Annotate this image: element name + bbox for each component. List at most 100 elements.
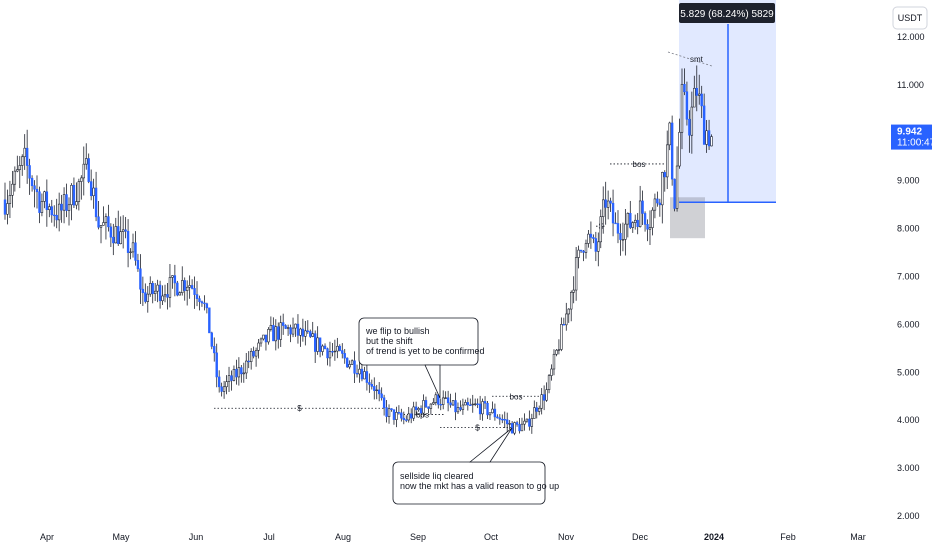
candle-body — [555, 349, 558, 355]
candle-body — [439, 403, 442, 406]
candle-body — [557, 349, 561, 351]
candle-body — [215, 352, 218, 378]
candle-body — [496, 416, 499, 419]
annotation-pointer-liq — [468, 427, 513, 463]
x-tick-label: Jul — [263, 532, 275, 542]
candle-body — [377, 389, 381, 395]
x-tick-label: Aug — [335, 532, 351, 542]
candle-body — [163, 294, 167, 297]
candle-body — [193, 288, 196, 295]
candle-body — [50, 206, 53, 216]
candle-body — [230, 375, 233, 381]
candle-body — [491, 408, 494, 414]
candle-body — [166, 294, 169, 298]
candle-body — [124, 229, 127, 232]
candle-body — [190, 285, 194, 289]
candle-body — [392, 409, 396, 420]
candle-body — [205, 303, 209, 309]
candle-body — [146, 293, 149, 302]
candle-body — [670, 122, 674, 180]
candle-body — [424, 400, 428, 408]
candle-body — [552, 353, 556, 370]
candle-body — [427, 406, 430, 409]
candle-body — [38, 191, 41, 213]
candle-body — [70, 184, 73, 206]
candle-body — [72, 184, 76, 206]
candle-body — [520, 423, 524, 432]
candle-body — [464, 402, 467, 406]
candle-body — [360, 368, 364, 380]
candle-body — [690, 106, 694, 136]
level-label: bos — [416, 410, 429, 419]
x-tick-label: Apr — [40, 532, 54, 542]
candle-body — [365, 371, 369, 383]
candle-body — [92, 187, 95, 197]
candle-body — [442, 397, 445, 405]
candle-body — [112, 236, 115, 244]
candle-body — [158, 284, 162, 302]
candle-body — [264, 334, 268, 343]
candle-body — [208, 307, 211, 334]
candle-body — [604, 199, 607, 208]
candle-body — [284, 325, 287, 329]
candle-body — [400, 412, 403, 419]
level-label: $ — [475, 423, 480, 432]
y-tick-label: 2.000 — [897, 511, 920, 521]
candle-body — [33, 185, 36, 190]
candle-body — [144, 292, 147, 302]
candle-body — [638, 200, 642, 227]
level-label: $ — [297, 404, 302, 413]
candle-body — [94, 187, 98, 218]
x-tick-label: Mar — [850, 532, 866, 542]
candle-body — [582, 250, 585, 253]
candle-body — [629, 212, 632, 228]
candle-body — [16, 169, 19, 172]
candle-body — [402, 417, 406, 420]
candle-body — [609, 200, 612, 204]
candle-body — [21, 156, 24, 166]
position-label-bg — [679, 3, 775, 23]
candle-body — [560, 324, 563, 350]
candle-body — [373, 386, 376, 391]
candle-body — [188, 285, 191, 288]
candle-body — [35, 188, 39, 193]
candle-body — [245, 360, 248, 374]
price-tag-countdown: 11:00:47 — [897, 138, 932, 149]
candle-body — [414, 406, 418, 411]
candle-body — [594, 238, 598, 252]
candle-body — [294, 323, 297, 329]
candle-body — [528, 418, 531, 427]
candle-body — [350, 360, 354, 365]
price-tag-value: 9.942 — [897, 127, 922, 138]
candle-body — [478, 403, 482, 415]
candle-body — [461, 404, 465, 410]
candle-body — [567, 308, 570, 315]
candle-body — [405, 419, 408, 421]
candle-body — [412, 406, 415, 419]
candle-body — [210, 332, 213, 347]
unit-box[interactable] — [892, 6, 928, 30]
candle-body — [486, 402, 489, 416]
candle-body — [107, 216, 110, 228]
candle-body — [661, 172, 664, 206]
candle-body — [574, 257, 578, 291]
candle-body — [3, 199, 7, 215]
candle-body — [663, 172, 666, 178]
candle-body — [429, 403, 433, 409]
candle-body — [538, 407, 541, 412]
candle-body — [82, 163, 85, 179]
candle-body — [8, 195, 12, 204]
candle-body — [173, 275, 177, 284]
candle-body — [240, 367, 243, 375]
candle-body — [104, 216, 108, 223]
candle-body — [624, 223, 627, 240]
y-tick-label: 7.000 — [897, 272, 920, 282]
candle-body — [675, 165, 679, 209]
candle-body — [348, 364, 351, 368]
price-tag — [891, 124, 932, 150]
x-tick-label: Sep — [410, 532, 426, 542]
y-tick-label: 8.000 — [897, 224, 920, 234]
candle-body — [183, 280, 186, 291]
candle-body — [530, 418, 534, 427]
candle-body — [272, 324, 275, 342]
